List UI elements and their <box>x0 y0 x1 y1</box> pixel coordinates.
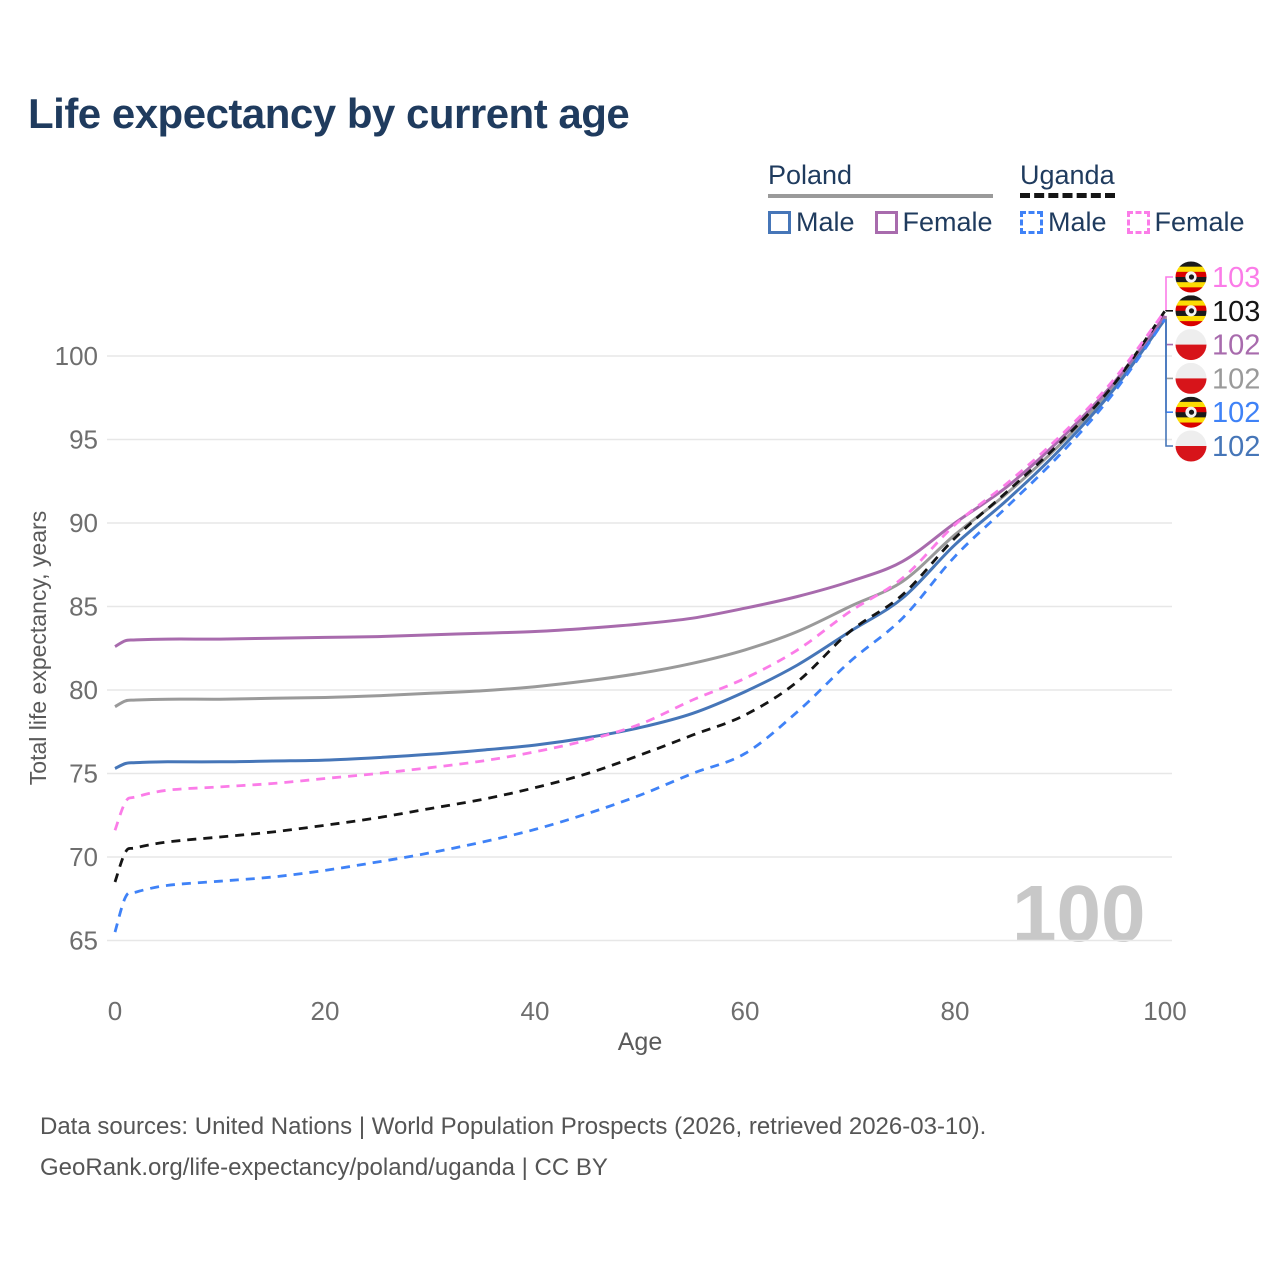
leader-line-uganda-male <box>1165 319 1173 413</box>
y-tick-label-80: 80 <box>69 675 98 705</box>
footer-line-2: GeoRank.org/life-expectancy/poland/ugand… <box>40 1154 608 1181</box>
y-axis-title: Total life expectancy, years <box>25 511 51 785</box>
y-tick-label-70: 70 <box>69 842 98 872</box>
end-label-uganda: 103 <box>1175 295 1260 328</box>
end-label-poland-female: 102 <box>1175 329 1260 362</box>
poland-male-swatch-icon <box>768 211 791 234</box>
page-title: Life expectancy by current age <box>28 90 630 137</box>
legend-item-poland-female: Female <box>874 207 993 238</box>
legend-uganda-line-swatch <box>1020 193 1115 198</box>
leader-line-poland-female <box>1165 315 1173 346</box>
end-label-value: 102 <box>1212 397 1260 429</box>
legend-label-poland-female: Female <box>902 207 993 237</box>
series-line-poland-male <box>114 318 1167 770</box>
series-line-uganda-female <box>113 310 1167 831</box>
poland-flag-icon <box>1175 430 1207 462</box>
leader-line-poland-male <box>1165 319 1173 447</box>
y-tick-label-90: 90 <box>69 508 98 538</box>
y-tick-label-95: 95 <box>69 425 98 455</box>
x-axis-title: Age <box>618 1028 662 1056</box>
series-line-uganda-male <box>113 318 1167 933</box>
uganda-flag-icon <box>1175 295 1207 327</box>
end-label-value: 103 <box>1212 296 1260 328</box>
y-tick-label-75: 75 <box>69 759 98 789</box>
legend-label-poland-male: Male <box>796 207 855 237</box>
uganda-flag-icon <box>1175 261 1207 293</box>
end-label-value: 102 <box>1212 363 1260 395</box>
y-tick-label-100: 100 <box>55 341 98 371</box>
watermark-age-counter: 100 <box>1012 869 1146 958</box>
poland-female-swatch-icon <box>874 211 898 234</box>
x-tick-label-40: 40 <box>521 996 550 1026</box>
x-tick-label-0: 0 <box>108 996 122 1026</box>
legend-item-poland-male: Male <box>768 207 855 238</box>
footer: Data sources: United Nations | World Pop… <box>40 1106 986 1188</box>
legend-label-uganda-male: Male <box>1048 207 1107 237</box>
legend-poland-group: Poland Male Female <box>768 160 993 238</box>
x-tick-label-80: 80 <box>941 996 970 1026</box>
poland-flag-icon <box>1175 362 1207 394</box>
end-label-value: 103 <box>1212 262 1260 294</box>
y-tick-label-65: 65 <box>69 926 98 956</box>
end-label-uganda-male: 102 <box>1175 396 1260 429</box>
legend-poland-label: Poland <box>768 160 853 190</box>
leader-line-poland <box>1165 317 1173 380</box>
series-line-poland-female <box>114 314 1167 648</box>
x-tick-label-20: 20 <box>311 996 340 1026</box>
end-label-poland: 102 <box>1175 362 1260 395</box>
y-tick-label-85: 85 <box>69 592 98 622</box>
end-label-poland-male: 102 <box>1175 430 1260 463</box>
leader-line-uganda-female <box>1165 276 1173 311</box>
end-label-value: 102 <box>1212 330 1260 362</box>
x-tick-label-60: 60 <box>731 996 760 1026</box>
uganda-flag-icon <box>1175 396 1207 428</box>
poland-flag-icon <box>1175 329 1207 361</box>
x-tick-label-100: 100 <box>1143 996 1186 1026</box>
uganda-male-swatch-icon <box>1020 211 1043 234</box>
end-label-value: 102 <box>1212 431 1260 463</box>
uganda-female-swatch-icon <box>1126 211 1150 234</box>
legend-uganda-group: Uganda Male Female <box>1020 160 1245 238</box>
legend-item-uganda-male: Male <box>1020 207 1107 238</box>
footer-line-1: Data sources: United Nations | World Pop… <box>40 1113 987 1140</box>
legend-uganda-label: Uganda <box>1020 160 1115 190</box>
end-label-uganda-female: 103 <box>1175 261 1260 294</box>
legend-item-uganda-female: Female <box>1126 207 1245 238</box>
legend-poland-line-swatch <box>768 194 993 198</box>
series-line-uganda <box>113 310 1167 883</box>
legend-label-uganda-female: Female <box>1154 207 1245 237</box>
series-line-poland <box>114 316 1167 709</box>
